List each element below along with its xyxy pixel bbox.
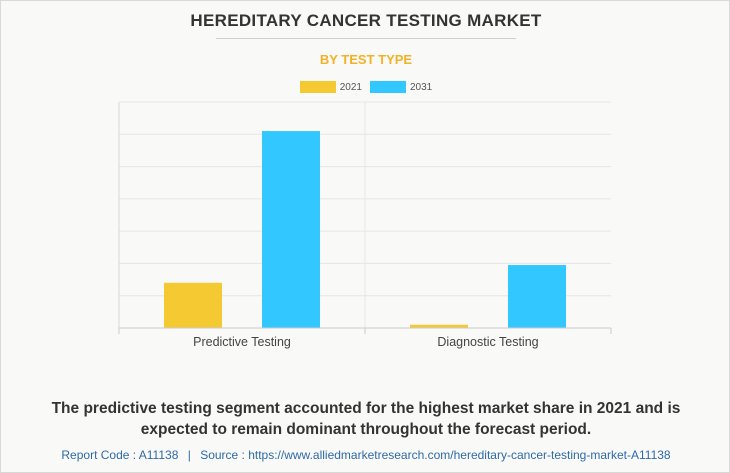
chart-caption: The predictive testing segment accounted… — [51, 400, 681, 438]
legend-label-2021: 2021 — [339, 81, 362, 93]
chart-legend: 2021 2031 — [1, 81, 730, 93]
legend-item-2031[interactable]: 2031 — [370, 81, 432, 93]
legend-item-2021[interactable]: 2021 — [299, 81, 362, 93]
bar-2021-diagnostic-testing — [410, 324, 468, 328]
footer-separator: | — [187, 448, 191, 462]
title-divider — [216, 38, 516, 39]
source-link[interactable]: Source : https://www.alliedmarketresearc… — [200, 448, 671, 462]
bar-2031-predictive-testing — [262, 131, 320, 328]
footer: Report Code : A11138 | Source : https://… — [1, 448, 730, 462]
x-tick-label: Predictive Testing — [193, 335, 291, 349]
chart-title: HEREDITARY CANCER TESTING MARKET — [190, 11, 542, 30]
chart-subtitle: BY TEST TYPE — [319, 52, 413, 67]
x-tick-label: Diagnostic Testing — [437, 335, 538, 349]
legend-swatch-2031 — [370, 81, 406, 93]
legend-swatch-2021 — [299, 81, 336, 93]
bar-2031-diagnostic-testing — [508, 265, 566, 328]
legend-label-2031: 2031 — [410, 81, 433, 93]
report-code: Report Code : A11138 — [61, 448, 179, 462]
bar-2021-predictive-testing — [164, 282, 222, 328]
bar-chart: Predictive Testing Diagnostic Testing — [118, 101, 612, 349]
